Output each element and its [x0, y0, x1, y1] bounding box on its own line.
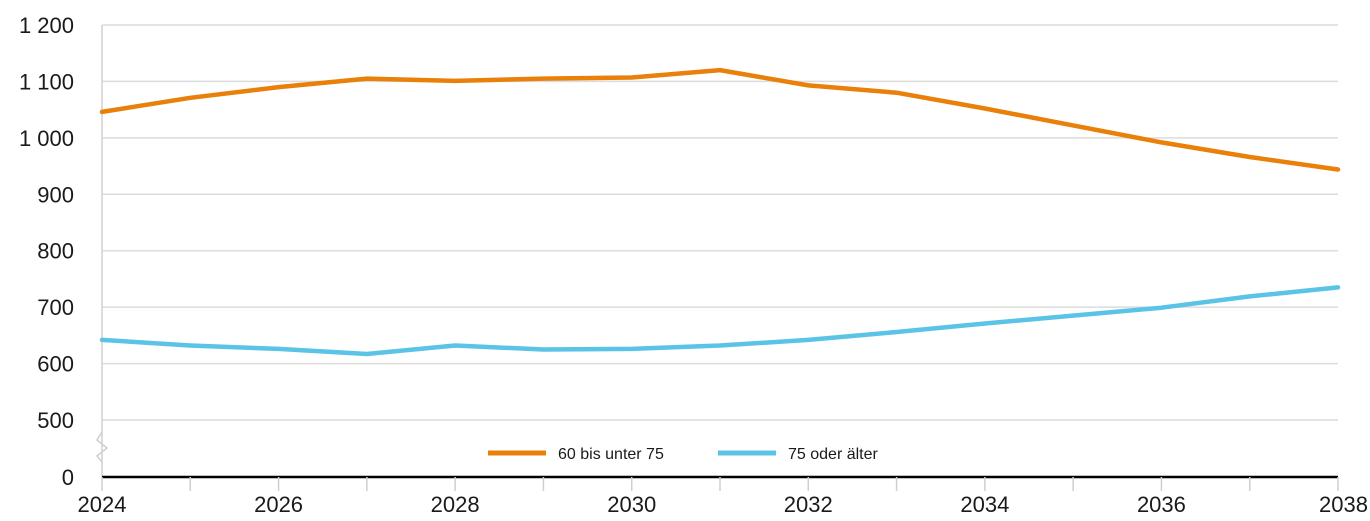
y-tick-label: 700 — [37, 295, 74, 320]
axis-break-mark — [95, 431, 109, 463]
gridlines — [102, 24, 1338, 421]
y-tick-label: 0 — [62, 465, 74, 490]
x-tick-label: 2038 — [1319, 492, 1368, 517]
y-tick-label: 500 — [37, 408, 74, 433]
x-tick-label: 2026 — [254, 492, 303, 517]
y-axis: 0 500 600 700 800 900 1 000 1 100 1 200 — [19, 13, 109, 490]
x-tick-label: 2032 — [784, 492, 833, 517]
y-tick-label: 1 000 — [19, 126, 74, 151]
legend-label-2: 75 oder älter — [788, 446, 879, 463]
series-line-2 — [99, 285, 1341, 357]
y-tick-label: 1 200 — [19, 13, 74, 38]
legend-label-1: 60 bis unter 75 — [558, 446, 664, 463]
series-line-1 — [99, 67, 1341, 172]
x-tick-label: 2034 — [960, 492, 1009, 517]
legend: 60 bis unter 75 75 oder älter — [488, 446, 879, 463]
x-tick-label: 2030 — [607, 492, 656, 517]
y-tick-label: 800 — [37, 239, 74, 264]
x-tick-label: 2028 — [431, 492, 480, 517]
x-tick-label: 2036 — [1137, 492, 1186, 517]
y-tick-label: 900 — [37, 182, 74, 207]
y-tick-label: 1 100 — [19, 69, 74, 94]
x-tick-label: 2024 — [78, 492, 127, 517]
x-axis: 2024 2026 2028 2030 2032 2034 2036 2038 — [78, 475, 1368, 517]
series-lines — [99, 67, 1341, 357]
y-tick-label: 600 — [37, 352, 74, 377]
